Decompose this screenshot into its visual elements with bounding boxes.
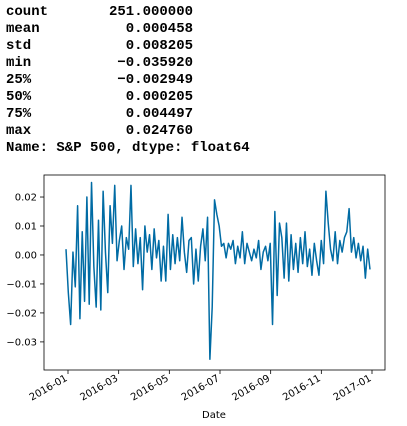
series-footer: Name: S&P 500, dtype: float64 — [6, 140, 250, 156]
stat-value: 0.008205 — [126, 38, 193, 54]
y-tick-label: 0.01 — [15, 221, 37, 232]
x-tick-label: 2016-09 — [230, 373, 272, 403]
y-tick-label: −0.03 — [6, 337, 37, 348]
y-tick-label: −0.02 — [6, 308, 37, 319]
stat-value: −0.035920 — [117, 55, 193, 71]
x-tick-label: 2016-11 — [281, 373, 323, 403]
stat-value: 0.000205 — [126, 89, 193, 105]
stat-name: min — [6, 55, 31, 71]
x-tick-label: 2017-01 — [332, 373, 374, 403]
y-tick-label: 0.00 — [15, 250, 37, 261]
stat-name: 25% — [6, 72, 32, 88]
stat-value: 0.000458 — [126, 21, 193, 37]
x-axis-label: Date — [202, 410, 226, 421]
stat-value: 251.000000 — [109, 4, 193, 20]
x-tick-label: 2016-05 — [129, 373, 171, 403]
x-tick-label: 2016-01 — [28, 373, 70, 403]
stat-name: max — [6, 123, 32, 139]
stat-name: std — [6, 38, 31, 54]
x-tick-label: 2016-07 — [180, 373, 222, 403]
stat-value: 0.004497 — [126, 106, 193, 122]
stat-name: 50% — [6, 89, 32, 105]
stat-name: 75% — [6, 106, 32, 122]
line-series — [65, 181, 371, 361]
stat-name: mean — [6, 21, 40, 37]
stat-name: count — [6, 4, 48, 20]
x-tick-label: 2016-03 — [78, 373, 120, 403]
stat-value: 0.024760 — [126, 123, 193, 139]
y-tick-label: 0.02 — [15, 193, 37, 204]
plot-frame — [43, 174, 386, 371]
stat-value: −0.002949 — [117, 72, 193, 88]
y-tick-label: −0.01 — [6, 279, 37, 290]
